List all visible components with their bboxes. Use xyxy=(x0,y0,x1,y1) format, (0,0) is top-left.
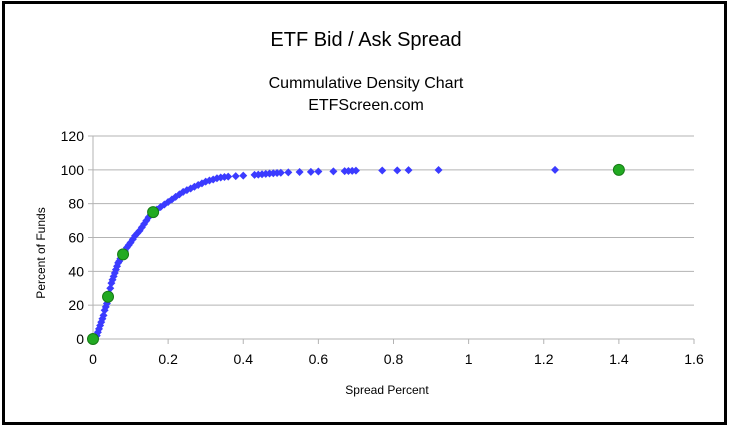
x-tick-label: 1.2 xyxy=(534,351,554,367)
x-tick-label: 0.8 xyxy=(384,351,404,367)
data-point-diamond xyxy=(434,166,443,175)
data-point-circle xyxy=(612,163,625,176)
data-point-diamond xyxy=(276,168,285,177)
x-tick-label: 0.6 xyxy=(309,351,329,367)
data-point-diamond xyxy=(314,167,323,176)
data-point-circle xyxy=(147,206,160,219)
data-point-diamond xyxy=(351,166,360,175)
data-point-diamond xyxy=(393,166,402,175)
data-point-diamond xyxy=(295,168,304,177)
chart-subtitle-line-1: Cummulative Density Chart xyxy=(269,75,464,92)
y-tick-label: 100 xyxy=(61,162,85,178)
data-point-diamond xyxy=(306,167,315,176)
y-axis-label: Percent of Funds xyxy=(34,207,48,298)
data-point-circle xyxy=(117,248,130,261)
data-point-diamond xyxy=(378,166,387,175)
x-tick-label: 0.2 xyxy=(158,351,178,367)
x-tick-label: 1 xyxy=(465,351,473,367)
y-tick-label: 20 xyxy=(68,297,84,313)
data-point-diamond xyxy=(284,168,293,177)
series-layer xyxy=(87,163,625,345)
data-point-diamond xyxy=(404,166,413,175)
y-tick-label: 60 xyxy=(68,230,84,246)
data-point-circle xyxy=(102,290,115,303)
x-tick-label: 0.4 xyxy=(234,351,254,367)
x-tick-label: 0 xyxy=(89,351,97,367)
chart-title: ETF Bid / Ask Spread xyxy=(270,29,461,51)
y-tick-label: 0 xyxy=(76,331,84,347)
grid-layer xyxy=(93,135,694,306)
tick-label-layer: 0 20 40 60 80 100 120 0 0.2 0.4 0.6 0.8 1 1.2 1.4 1.6 xyxy=(61,128,704,367)
y-tick-label: 40 xyxy=(68,263,84,279)
x-tick-label: 1.6 xyxy=(684,351,704,367)
y-tick-label: 80 xyxy=(68,196,84,212)
chart-svg: ETF Bid / Ask Spread Cummulative Density… xyxy=(34,29,704,397)
data-point-diamond xyxy=(551,165,560,174)
data-point-diamond xyxy=(231,172,240,181)
data-point-diamond xyxy=(239,171,248,180)
data-point-diamond xyxy=(224,172,233,181)
x-axis-label: Spread Percent xyxy=(345,383,429,397)
data-point-circle xyxy=(87,333,99,345)
axis-layer xyxy=(88,135,695,344)
y-tick-label: 120 xyxy=(61,128,85,144)
chart-subtitle-line-2: ETFScreen.com xyxy=(308,97,424,114)
data-point-diamond xyxy=(329,167,338,176)
x-tick-label: 1.4 xyxy=(609,351,629,367)
